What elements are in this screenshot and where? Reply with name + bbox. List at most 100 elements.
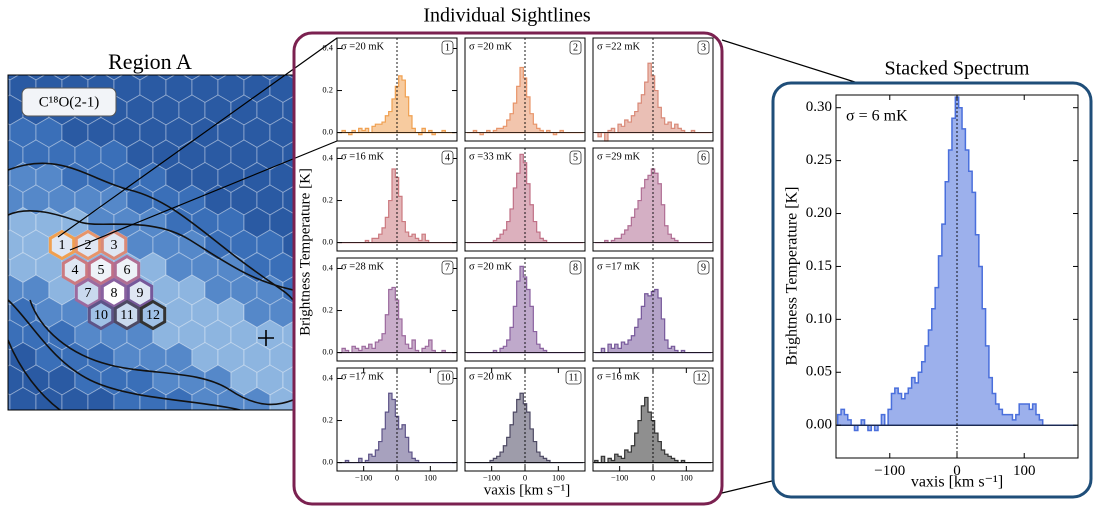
noise-annotation: σ =20 mK <box>469 41 512 52</box>
sightlines-title: Individual Sightlines <box>423 5 590 27</box>
hex-cell <box>205 410 231 440</box>
hex-label: 6 <box>124 263 131 278</box>
y-axis-label: Brightness Temperature [K] <box>784 187 801 366</box>
panel-label: 11 <box>569 372 579 383</box>
figure: Region A C¹⁸O(2-1) 123456789101112 Indiv… <box>0 0 1097 507</box>
hex-cell <box>348 208 374 238</box>
hex-cell <box>179 410 205 440</box>
y-tick-label: 0.00 <box>806 417 832 433</box>
panel-label: 5 <box>573 152 578 163</box>
tracer-label: C¹⁸O(2-1) <box>39 94 100 110</box>
hex-cell <box>335 230 361 260</box>
x-tick-label: 0 <box>395 473 399 483</box>
x-tick-label: 100 <box>1013 463 1036 479</box>
stacked-title: Stacked Spectrum <box>885 58 1030 80</box>
hex-cell <box>153 410 179 440</box>
noise-annotation: σ = 6 mK <box>846 108 908 125</box>
noise-annotation: σ =16 mK <box>597 371 640 382</box>
hex-cell <box>296 388 322 418</box>
hex-cell <box>0 410 23 440</box>
spectrum <box>339 76 456 135</box>
spectrum <box>467 67 584 134</box>
x-axis-label: vaxis [km s⁻¹] <box>484 482 571 498</box>
hex-label: 5 <box>98 263 105 278</box>
hex-cell <box>335 95 361 125</box>
y-tick-label: 0.20 <box>806 205 832 221</box>
hex-cell <box>322 388 348 418</box>
sightline-panels: 0.0 0.2 0.4 σ =20 mK 1 σ =20 mK 2 σ =22 mK 3 0.0 0… <box>322 38 713 483</box>
hex-cell <box>75 410 101 440</box>
y-tick-label: 0.0 <box>322 127 333 137</box>
noise-annotation: σ =28 mK <box>341 261 384 272</box>
connector <box>722 40 858 83</box>
panel-label: 6 <box>701 152 706 163</box>
x-tick-label: 0 <box>651 473 655 483</box>
y-tick-label: 0.4 <box>322 372 333 382</box>
x-tick-label: 100 <box>680 473 693 483</box>
hex-cell <box>231 410 257 440</box>
noise-annotation: σ =16 mK <box>341 151 384 162</box>
y-tick-label: 0.2 <box>322 415 333 425</box>
x-tick-label: −100 <box>355 473 373 483</box>
panel-label: 7 <box>445 262 450 273</box>
hex-cell <box>322 208 348 238</box>
map-title: Region A <box>108 49 192 74</box>
y-tick-label: 0.0 <box>322 457 333 467</box>
hex-cell <box>101 410 127 440</box>
panel-label: 8 <box>573 262 578 273</box>
hex-cell <box>348 73 374 103</box>
y-tick-label: 0.4 <box>322 262 333 272</box>
page: Region A C¹⁸O(2-1) 123456789101112 Indiv… <box>0 0 1097 507</box>
hex-cell <box>296 118 322 148</box>
y-tick-label: 0.10 <box>806 311 832 327</box>
hex-label: 1 <box>59 238 66 253</box>
y-axis-label: Brightness Temperature [K] <box>297 168 313 336</box>
noise-annotation: σ =20 mK <box>341 41 384 52</box>
hex-cell <box>309 95 335 125</box>
x-tick-label: −100 <box>874 463 905 479</box>
panel-label: 4 <box>445 152 450 163</box>
hex-label: 2 <box>85 238 92 253</box>
noise-annotation: σ =20 mK <box>469 371 512 382</box>
hex-cell <box>335 185 361 215</box>
hex-cell <box>335 50 361 80</box>
hex-cell <box>348 388 374 418</box>
y-tick-label: 0.15 <box>806 258 832 274</box>
hex-label: 12 <box>146 308 160 323</box>
y-tick-label: 0.2 <box>322 85 333 95</box>
y-tick-label: 0.2 <box>322 305 333 315</box>
hex-label: 10 <box>94 308 108 323</box>
noise-annotation: σ =17 mK <box>597 261 640 272</box>
hex-cell <box>23 410 49 440</box>
noise-annotation: σ =29 mK <box>597 151 640 162</box>
hex-cell <box>322 163 348 193</box>
hex-cell <box>283 410 309 440</box>
hex-label: 7 <box>85 286 92 301</box>
panel-label: 9 <box>701 262 706 273</box>
noise-annotation: σ =22 mK <box>597 41 640 52</box>
stacked-frame <box>773 83 1091 497</box>
hex-cell <box>335 410 361 440</box>
y-tick-label: 0.0 <box>322 347 333 357</box>
y-tick-label: 0.25 <box>806 152 832 168</box>
panel-label: 1 <box>445 42 450 53</box>
y-tick-label: 0.4 <box>322 42 333 52</box>
hex-cell <box>296 73 322 103</box>
panel-label: 12 <box>697 372 707 383</box>
hex-label: 4 <box>72 263 79 278</box>
x-tick-label: 100 <box>424 473 437 483</box>
y-tick-label: 0.30 <box>806 99 832 115</box>
hex-cell <box>348 163 374 193</box>
hex-cell <box>335 320 361 350</box>
hex-cell <box>296 343 322 373</box>
panel-label: 2 <box>573 42 578 53</box>
y-tick-label: 0.2 <box>322 195 333 205</box>
panel-label: 3 <box>701 42 706 53</box>
noise-annotation: σ =33 mK <box>469 151 512 162</box>
y-tick-label: 0.05 <box>806 364 832 380</box>
hex-cell <box>348 298 374 328</box>
hex-label: 11 <box>120 308 133 323</box>
y-tick-label: 0.0 <box>322 237 333 247</box>
connector <box>722 480 776 493</box>
x-tick-label: 100 <box>552 473 565 483</box>
